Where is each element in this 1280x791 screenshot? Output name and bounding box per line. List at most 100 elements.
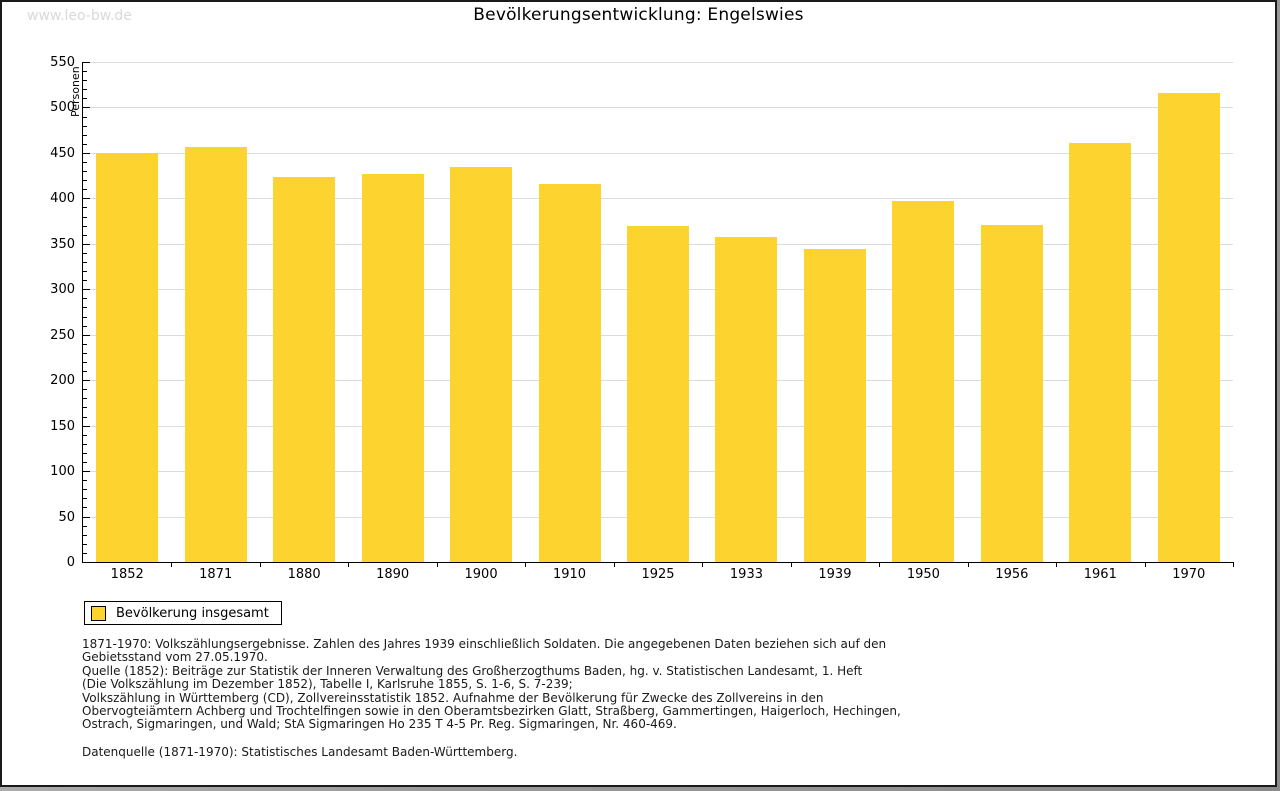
y-axis-tick — [83, 352, 87, 354]
y-axis-tick — [83, 307, 87, 309]
y-axis-tick — [83, 371, 87, 373]
x-axis-tick — [259, 562, 261, 567]
x-tick-label: 1890 — [376, 567, 410, 582]
y-axis-tick — [83, 543, 87, 545]
x-tick-label: 1871 — [199, 567, 233, 582]
y-axis-tick — [83, 125, 87, 127]
note-line: Quelle (1852): Beiträge zur Statistik de… — [82, 663, 863, 678]
note-line: Obervogteiämtern Achberg und Trochtelfin… — [82, 704, 901, 719]
y-axis-tick — [83, 134, 87, 136]
y-axis-tick — [83, 380, 90, 382]
x-axis-tick — [879, 562, 881, 567]
y-axis-tick — [83, 452, 87, 454]
y-axis-tick — [83, 289, 90, 291]
y-gridline — [83, 152, 1233, 154]
y-axis-tick — [83, 207, 87, 209]
x-axis-tick — [171, 562, 173, 567]
y-axis-tick — [83, 98, 87, 100]
y-tick-label: 50 — [58, 509, 75, 525]
x-tick-label: 1939 — [818, 567, 852, 582]
x-tick-label: 1910 — [552, 567, 587, 582]
y-axis-tick — [83, 525, 87, 527]
y-tick-label: 200 — [50, 373, 75, 389]
x-tick-label: 1900 — [464, 567, 498, 582]
chart-notes: 1871-1970: Volkszählungsergebnisse. Zahl… — [82, 637, 1232, 759]
y-axis-tick — [83, 443, 87, 445]
legend-swatch-icon — [91, 605, 106, 621]
y-axis-tick — [83, 398, 87, 400]
y-axis-tick — [83, 234, 87, 236]
x-tick-label: 1933 — [729, 567, 763, 582]
y-axis-tick — [83, 80, 87, 82]
y-axis-tick — [83, 71, 87, 73]
y-tick-label: 450 — [50, 145, 75, 161]
bar-1961[interactable] — [1069, 142, 1132, 562]
x-tick-label: 1880 — [287, 567, 321, 582]
note-line: (Die Volkszählung im Dezember 1852), Tab… — [82, 677, 573, 692]
y-axis-tick — [83, 189, 87, 191]
y-axis-tick — [83, 425, 90, 427]
y-axis-tick — [83, 325, 87, 327]
y-tick-label: 0 — [66, 555, 75, 570]
y-axis-tick — [83, 471, 90, 473]
x-tick-label: 1970 — [1172, 567, 1206, 582]
y-tick-label: 300 — [50, 282, 75, 298]
bar-1925[interactable] — [627, 225, 689, 562]
bar-1880[interactable] — [273, 177, 336, 562]
bar-1900[interactable] — [450, 166, 513, 562]
note-line: 1871-1970: Volkszählungsergebnisse. Zahl… — [82, 637, 887, 651]
x-axis-tick — [702, 562, 704, 567]
y-axis-tick — [83, 362, 87, 363]
y-gridline — [83, 107, 1233, 109]
bar-1890[interactable] — [361, 173, 424, 562]
note-line: Gebietsstand vom 27.05.1970. — [82, 650, 268, 665]
bar-1970[interactable] — [1157, 92, 1220, 562]
y-axis-tick — [83, 389, 87, 391]
y-gridline — [83, 62, 1233, 63]
x-axis-tick — [1233, 562, 1234, 567]
y-axis-tick — [83, 216, 87, 218]
bar-1910[interactable] — [538, 183, 601, 562]
x-axis-tick — [1144, 562, 1146, 567]
y-axis-tick — [83, 416, 87, 418]
y-tick-label: 100 — [50, 464, 75, 480]
x-tick-label: 1950 — [906, 567, 940, 582]
bar-1956[interactable] — [980, 224, 1043, 562]
legend-label: Bevölkerung insgesamt — [116, 605, 269, 621]
y-axis-tick — [83, 516, 90, 518]
data-source-line: Datenquelle (1871-1970): Statistisches L… — [82, 744, 518, 759]
y-axis-tick — [83, 462, 87, 463]
x-axis-tick — [790, 562, 792, 567]
chart-title: Bevölkerungsentwicklung: Engelswies — [473, 5, 804, 25]
y-axis-tick — [83, 143, 87, 145]
bar-1950[interactable] — [892, 201, 955, 562]
x-axis-tick — [613, 562, 615, 567]
x-axis-tick — [1056, 562, 1058, 567]
y-axis-tick — [83, 225, 87, 227]
x-tick-label: 1852 — [110, 567, 144, 582]
x-axis-tick — [525, 562, 527, 567]
y-axis-tick — [83, 271, 87, 273]
y-tick-label: 400 — [50, 191, 75, 207]
bar-1852[interactable] — [96, 152, 159, 562]
y-axis-tick — [83, 89, 87, 91]
y-axis-tick — [83, 534, 87, 536]
y-axis-tick — [83, 316, 87, 318]
y-tick-label: 500 — [50, 100, 75, 116]
y-axis-tick — [83, 489, 87, 491]
y-axis-tick — [83, 552, 87, 554]
site-watermark: www.leo-bw.de — [27, 8, 132, 24]
x-tick-label: 1956 — [995, 567, 1029, 582]
x-axis-tick — [348, 562, 350, 567]
y-axis-tick — [83, 107, 90, 109]
y-axis-tick — [83, 343, 87, 345]
bar-1939[interactable] — [803, 249, 866, 562]
x-axis-tick — [967, 562, 969, 567]
bar-1871[interactable] — [184, 147, 247, 562]
y-axis-tick — [83, 116, 87, 118]
plot-area: Personen 0 50 100 150 200 250 300 350 400 450 500 5… — [50, 55, 1234, 582]
bar-1933[interactable] — [715, 236, 778, 562]
y-tick-label: 150 — [50, 418, 75, 434]
y-tick-label: 250 — [50, 327, 75, 343]
